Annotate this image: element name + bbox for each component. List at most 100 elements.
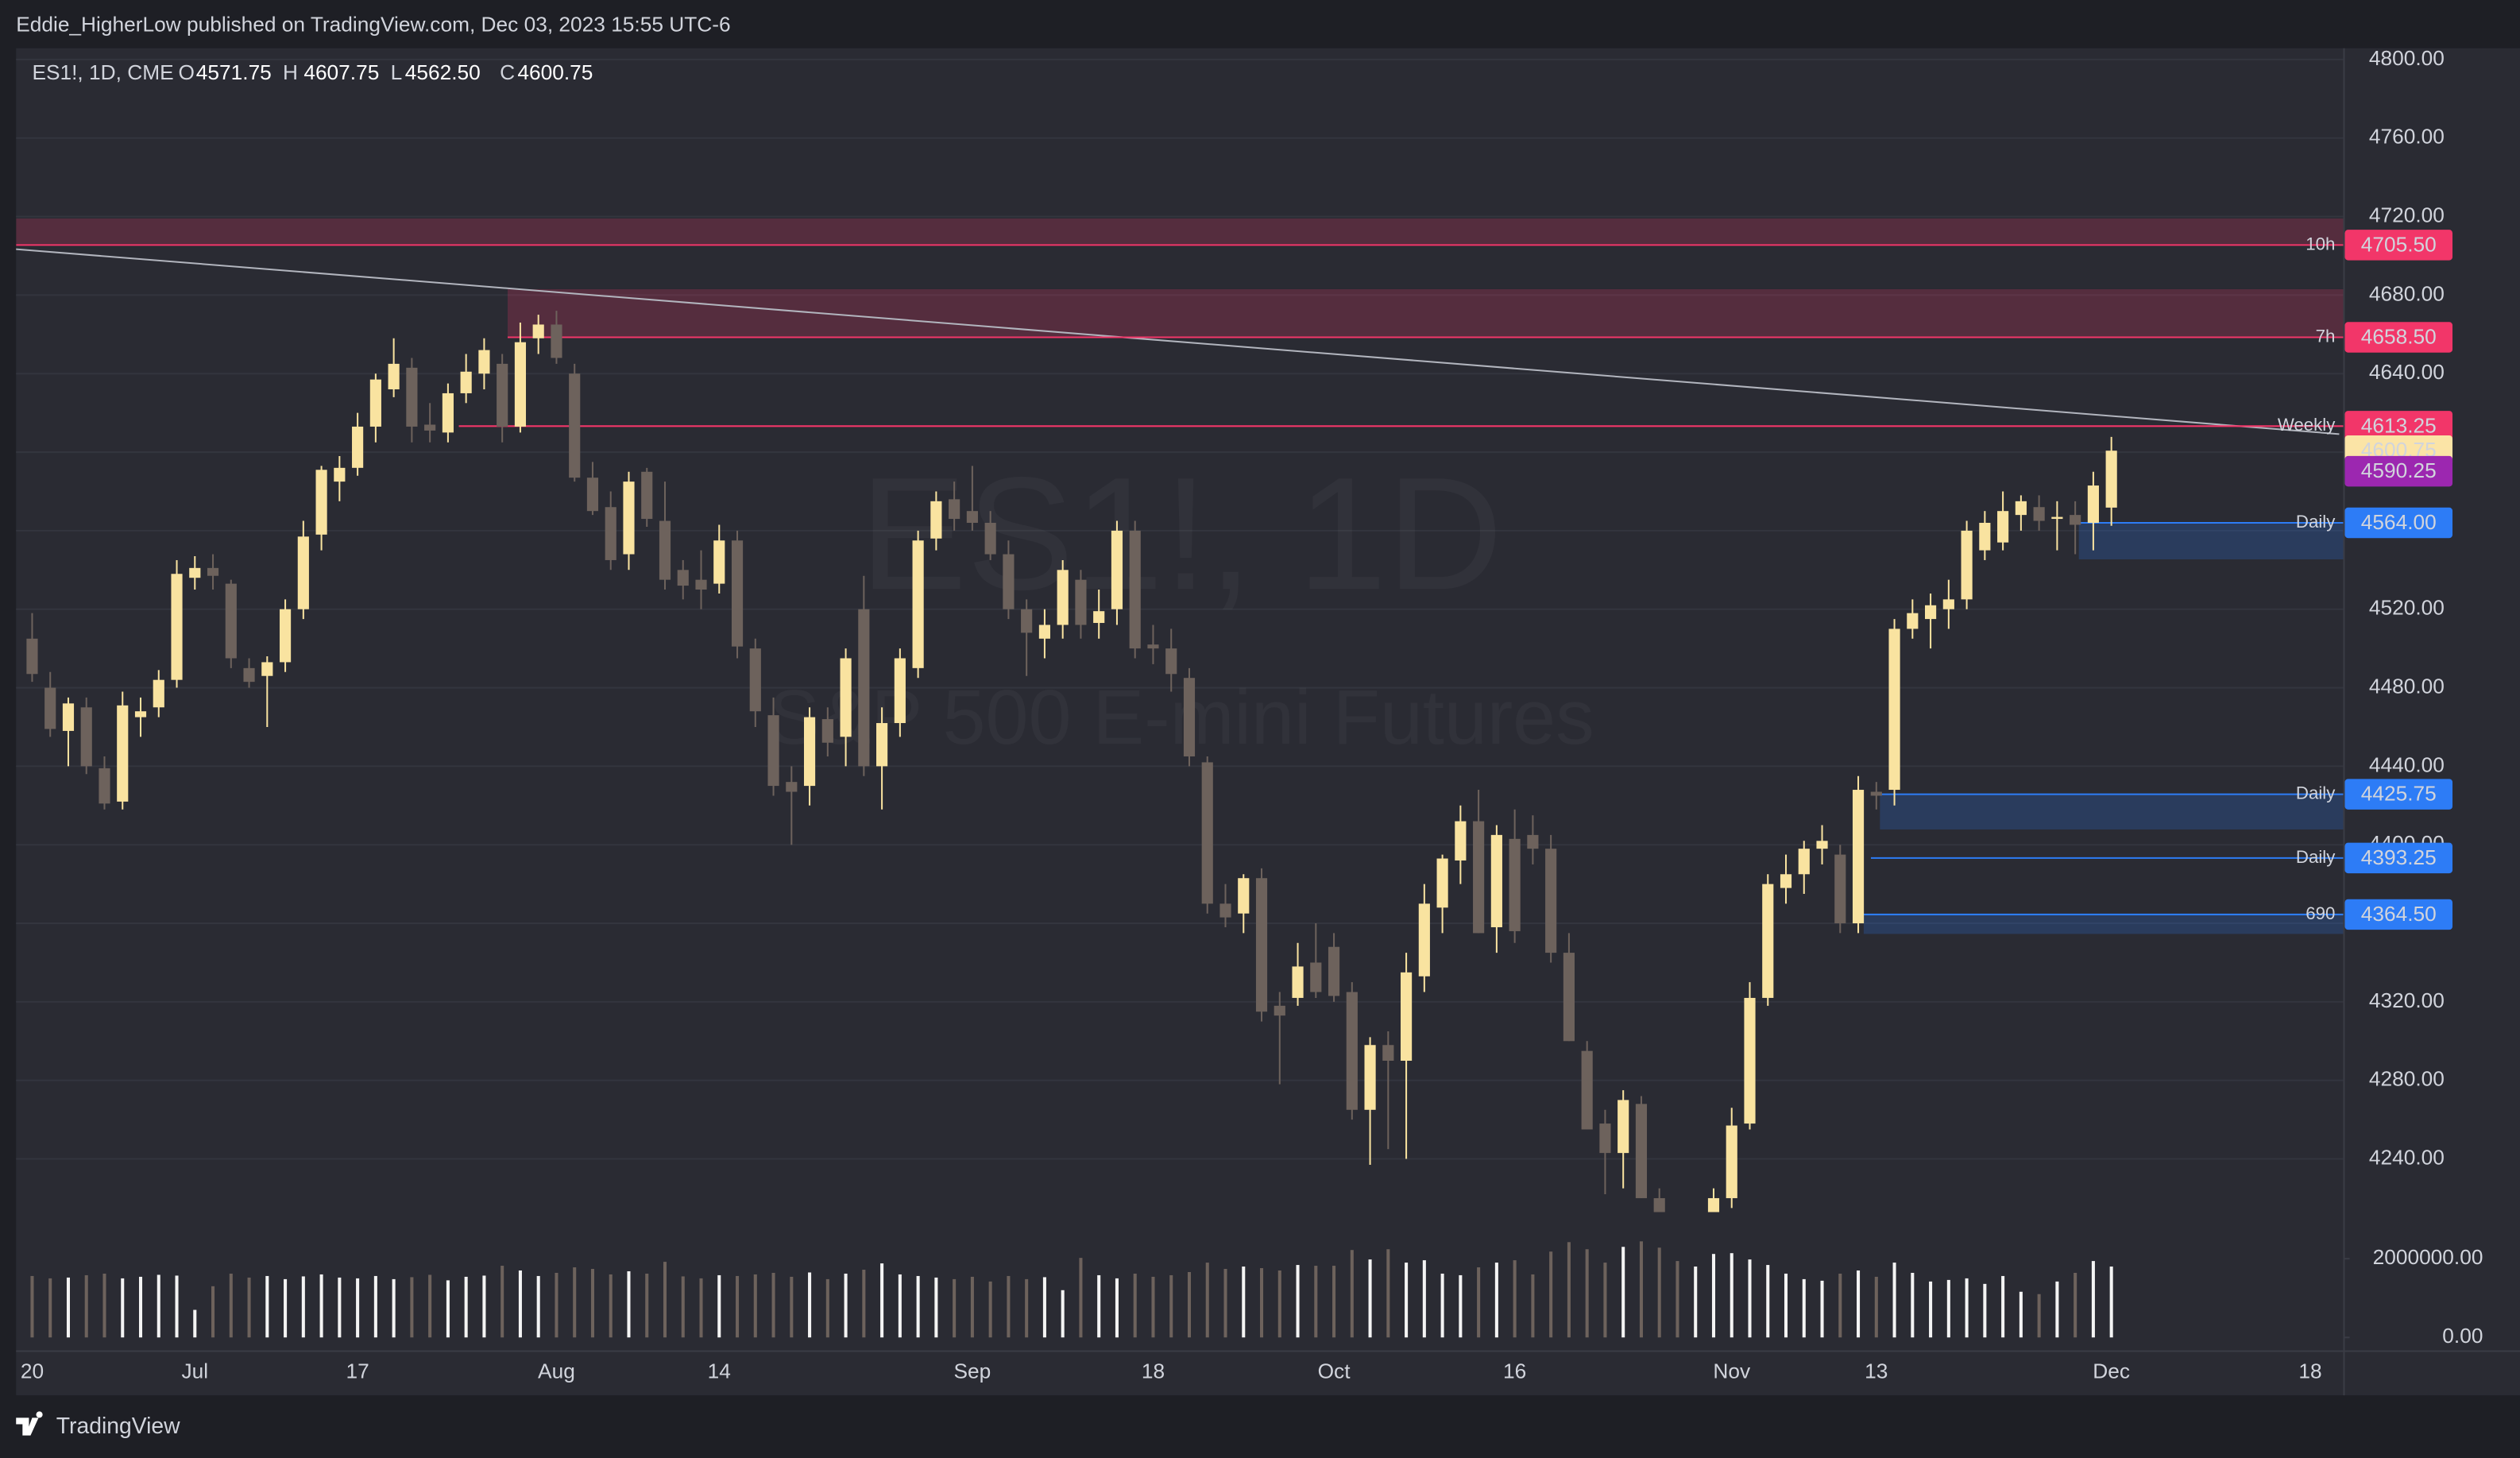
candle-body [1870, 791, 1882, 796]
x-tick-label: Aug [538, 1359, 575, 1383]
publisher-line: Eddie_HigherLow published on TradingView… [16, 12, 730, 36]
y-tick-label: 4800.00 [2369, 46, 2445, 70]
candle-body [1255, 878, 1268, 1012]
price-label-box [2344, 899, 2453, 930]
volume-bar [392, 1278, 396, 1338]
x-tick-label: 18 [1142, 1359, 1165, 1383]
candle-body [1780, 874, 1792, 888]
volume-bar [1694, 1267, 1698, 1338]
zone [1863, 914, 2344, 934]
candle-body [1527, 834, 1539, 849]
volume-bar [2091, 1261, 2095, 1338]
ohlc-legend: ES1!, 1D, CME O 4571.75 H 4607.75 L 4562… [32, 60, 593, 84]
candle-body [1292, 966, 1304, 998]
trendline [16, 248, 2340, 435]
candle-body [1490, 834, 1502, 927]
volume-bar [1494, 1263, 1498, 1338]
candle-body [803, 717, 816, 787]
volume-bar [1730, 1253, 1733, 1338]
volume-bar [1477, 1267, 1481, 1338]
candle-body [134, 711, 147, 717]
y-tick-label: 4480.00 [2369, 674, 2445, 698]
volume-bar [1531, 1274, 1535, 1338]
x-tick-label: Sep [954, 1359, 991, 1383]
candle-body [2105, 451, 2117, 508]
candle-body [44, 687, 56, 729]
volume-bar [1151, 1276, 1155, 1338]
x-tick-label: Nov [1713, 1359, 1751, 1383]
volume-bar [2001, 1275, 2005, 1338]
price-label: 4425.75 [2361, 782, 2437, 806]
candle-body [153, 679, 164, 708]
logo-mark [16, 1411, 43, 1436]
candle-body [695, 579, 707, 590]
level-name: Daily [2296, 847, 2336, 867]
candle-body [1924, 605, 1937, 620]
volume-bar [1513, 1260, 1517, 1338]
volume-bar [573, 1267, 577, 1338]
volume-bar [970, 1276, 974, 1338]
candle-body [1834, 854, 1846, 924]
candle-body [840, 658, 852, 737]
volume-bar [1133, 1273, 1137, 1338]
candle-body [677, 570, 689, 586]
x-tick-label: Dec [2093, 1359, 2130, 1383]
candle-body [966, 511, 978, 524]
candle-body [243, 667, 255, 683]
candle-body [1618, 1100, 1629, 1154]
ohlc-label: L [391, 60, 403, 84]
volume-bar [1115, 1278, 1119, 1338]
volume-bar [138, 1276, 143, 1338]
candle-body [189, 567, 201, 578]
candle-body [1057, 570, 1069, 625]
candle-body [767, 715, 779, 787]
y-tick-label: 4240.00 [2369, 1145, 2445, 1169]
candle-body [949, 499, 960, 520]
candle-body [1942, 599, 1954, 609]
volume-bar [555, 1272, 558, 1338]
candle-body [1907, 613, 1919, 629]
candle-body [786, 782, 798, 792]
volume-bar [482, 1275, 486, 1338]
symbol: ES1!, 1D, CME [32, 60, 173, 84]
level-name: 10h [2305, 234, 2335, 253]
candle-body [478, 350, 490, 374]
volume-bar [1838, 1273, 1842, 1338]
volume-bar [1965, 1278, 1969, 1338]
volume-bar [356, 1278, 360, 1338]
volume-bar [1766, 1265, 1770, 1338]
volume-bar [1459, 1274, 1463, 1338]
candles [26, 311, 2117, 1212]
volume-bar [1621, 1247, 1625, 1338]
candle-body [334, 467, 346, 482]
volume-bar [1169, 1274, 1173, 1338]
zone [1880, 794, 2344, 830]
ohlc-label: H [283, 60, 298, 84]
volume-bar [338, 1277, 342, 1338]
candle-body [1093, 611, 1105, 624]
candle-body [1762, 884, 1774, 998]
x-tick-label: 14 [708, 1359, 731, 1383]
volume-bar [66, 1277, 70, 1338]
candle-body [1418, 903, 1430, 977]
candle-body [1744, 997, 1756, 1124]
volume-bar [736, 1275, 740, 1338]
volume-bar [717, 1274, 721, 1338]
price-label: 4364.50 [2361, 902, 2437, 926]
candle-body [1545, 849, 1557, 953]
grid [16, 58, 2344, 1160]
candle-body [1563, 953, 1575, 1042]
volume-bar [1296, 1265, 1300, 1338]
volume-bar [663, 1262, 667, 1338]
candle-body [424, 424, 436, 431]
volume-bar [1405, 1263, 1409, 1338]
ohlc-value: 4600.75 [517, 60, 593, 84]
candle-body [1888, 628, 1900, 791]
candle-body [912, 540, 924, 668]
volume-bar [1260, 1268, 1264, 1338]
candle-body [171, 574, 183, 680]
candle-body [369, 379, 381, 427]
candle-body [1274, 1005, 1285, 1016]
volume-bar [916, 1275, 920, 1338]
